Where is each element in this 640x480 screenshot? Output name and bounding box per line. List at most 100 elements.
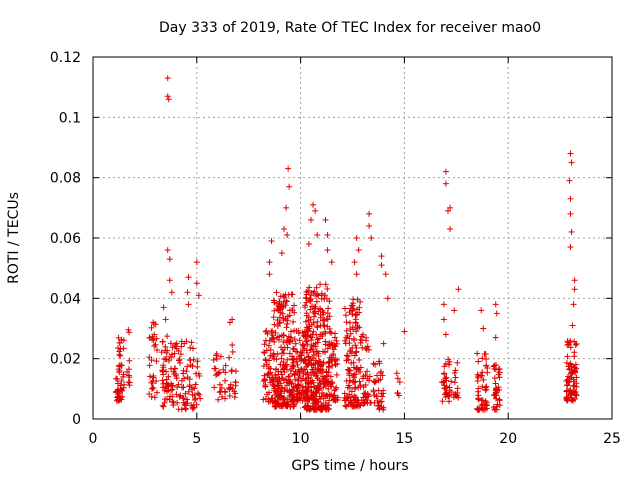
data-point (165, 357, 172, 364)
data-point (350, 305, 357, 312)
data-point (493, 395, 500, 402)
data-point (305, 327, 312, 334)
data-point (331, 330, 338, 337)
data-point (194, 363, 201, 370)
data-point (284, 356, 291, 363)
data-point (175, 406, 182, 413)
data-point (281, 294, 288, 301)
data-point (372, 361, 379, 368)
data-point (291, 370, 298, 377)
data-point (317, 322, 324, 329)
data-point (567, 210, 574, 217)
data-point (159, 377, 166, 384)
data-point (291, 302, 298, 309)
data-point (333, 384, 340, 391)
data-point (316, 379, 323, 386)
data-point (164, 333, 171, 340)
data-point (153, 389, 160, 396)
data-point (310, 328, 317, 335)
data-point (212, 365, 219, 372)
data-point (475, 358, 482, 365)
data-point (353, 349, 360, 356)
data-point (261, 341, 268, 348)
data-point (277, 403, 284, 410)
data-points (113, 75, 580, 413)
data-point (446, 398, 453, 405)
data-point (284, 231, 291, 238)
data-point (442, 331, 449, 338)
data-point (313, 284, 320, 291)
data-point (350, 359, 357, 366)
data-point (440, 301, 447, 308)
data-point (312, 401, 319, 408)
data-point (353, 271, 360, 278)
data-point (296, 389, 303, 396)
data-point (370, 387, 377, 394)
data-point (294, 348, 301, 355)
data-point (303, 395, 310, 402)
data-point (363, 337, 370, 344)
data-point (573, 374, 580, 381)
data-point (327, 380, 334, 387)
data-point (164, 93, 171, 100)
data-point (492, 380, 499, 387)
data-point (312, 207, 319, 214)
data-point (310, 201, 317, 208)
data-point (325, 305, 332, 312)
data-point (158, 349, 165, 356)
data-point (343, 327, 350, 334)
data-point (353, 235, 360, 241)
data-point (361, 390, 368, 397)
data-point (181, 401, 188, 408)
data-point (567, 244, 574, 251)
data-point (327, 373, 334, 380)
data-point (194, 358, 201, 365)
data-point (278, 332, 285, 339)
data-point (442, 375, 449, 382)
data-point (184, 289, 191, 296)
data-point (334, 360, 341, 367)
data-point (266, 271, 273, 278)
data-point (441, 371, 448, 378)
data-point (325, 369, 332, 376)
data-point (375, 377, 382, 384)
data-point (308, 337, 315, 344)
data-point (351, 374, 358, 381)
data-point (439, 398, 446, 405)
data-point (346, 377, 353, 384)
data-point (285, 373, 292, 380)
data-point (173, 391, 180, 398)
data-point (491, 365, 498, 372)
data-point (272, 372, 279, 379)
data-point (565, 341, 572, 348)
data-point (314, 291, 321, 298)
data-point (270, 314, 277, 321)
data-point (356, 309, 363, 316)
data-point (281, 396, 288, 403)
data-point (172, 341, 179, 348)
data-point (324, 247, 331, 254)
data-point (376, 358, 383, 365)
data-point (305, 241, 312, 248)
data-point (479, 355, 486, 362)
data-point (273, 356, 280, 363)
data-point (281, 344, 288, 351)
y-tick-label: 0.1 (59, 110, 81, 126)
data-point (126, 357, 133, 364)
data-point (280, 366, 287, 373)
data-point (328, 259, 335, 266)
data-point (222, 395, 229, 402)
data-point (343, 319, 350, 326)
data-point (185, 274, 192, 281)
data-point (226, 354, 233, 361)
data-point (260, 378, 267, 385)
data-point (164, 347, 171, 354)
data-point (153, 358, 160, 365)
data-point (492, 301, 499, 308)
data-point (270, 350, 277, 357)
data-point (319, 333, 326, 340)
data-point (563, 359, 570, 366)
data-point (187, 344, 194, 351)
data-point (165, 373, 172, 380)
data-point (215, 396, 222, 403)
